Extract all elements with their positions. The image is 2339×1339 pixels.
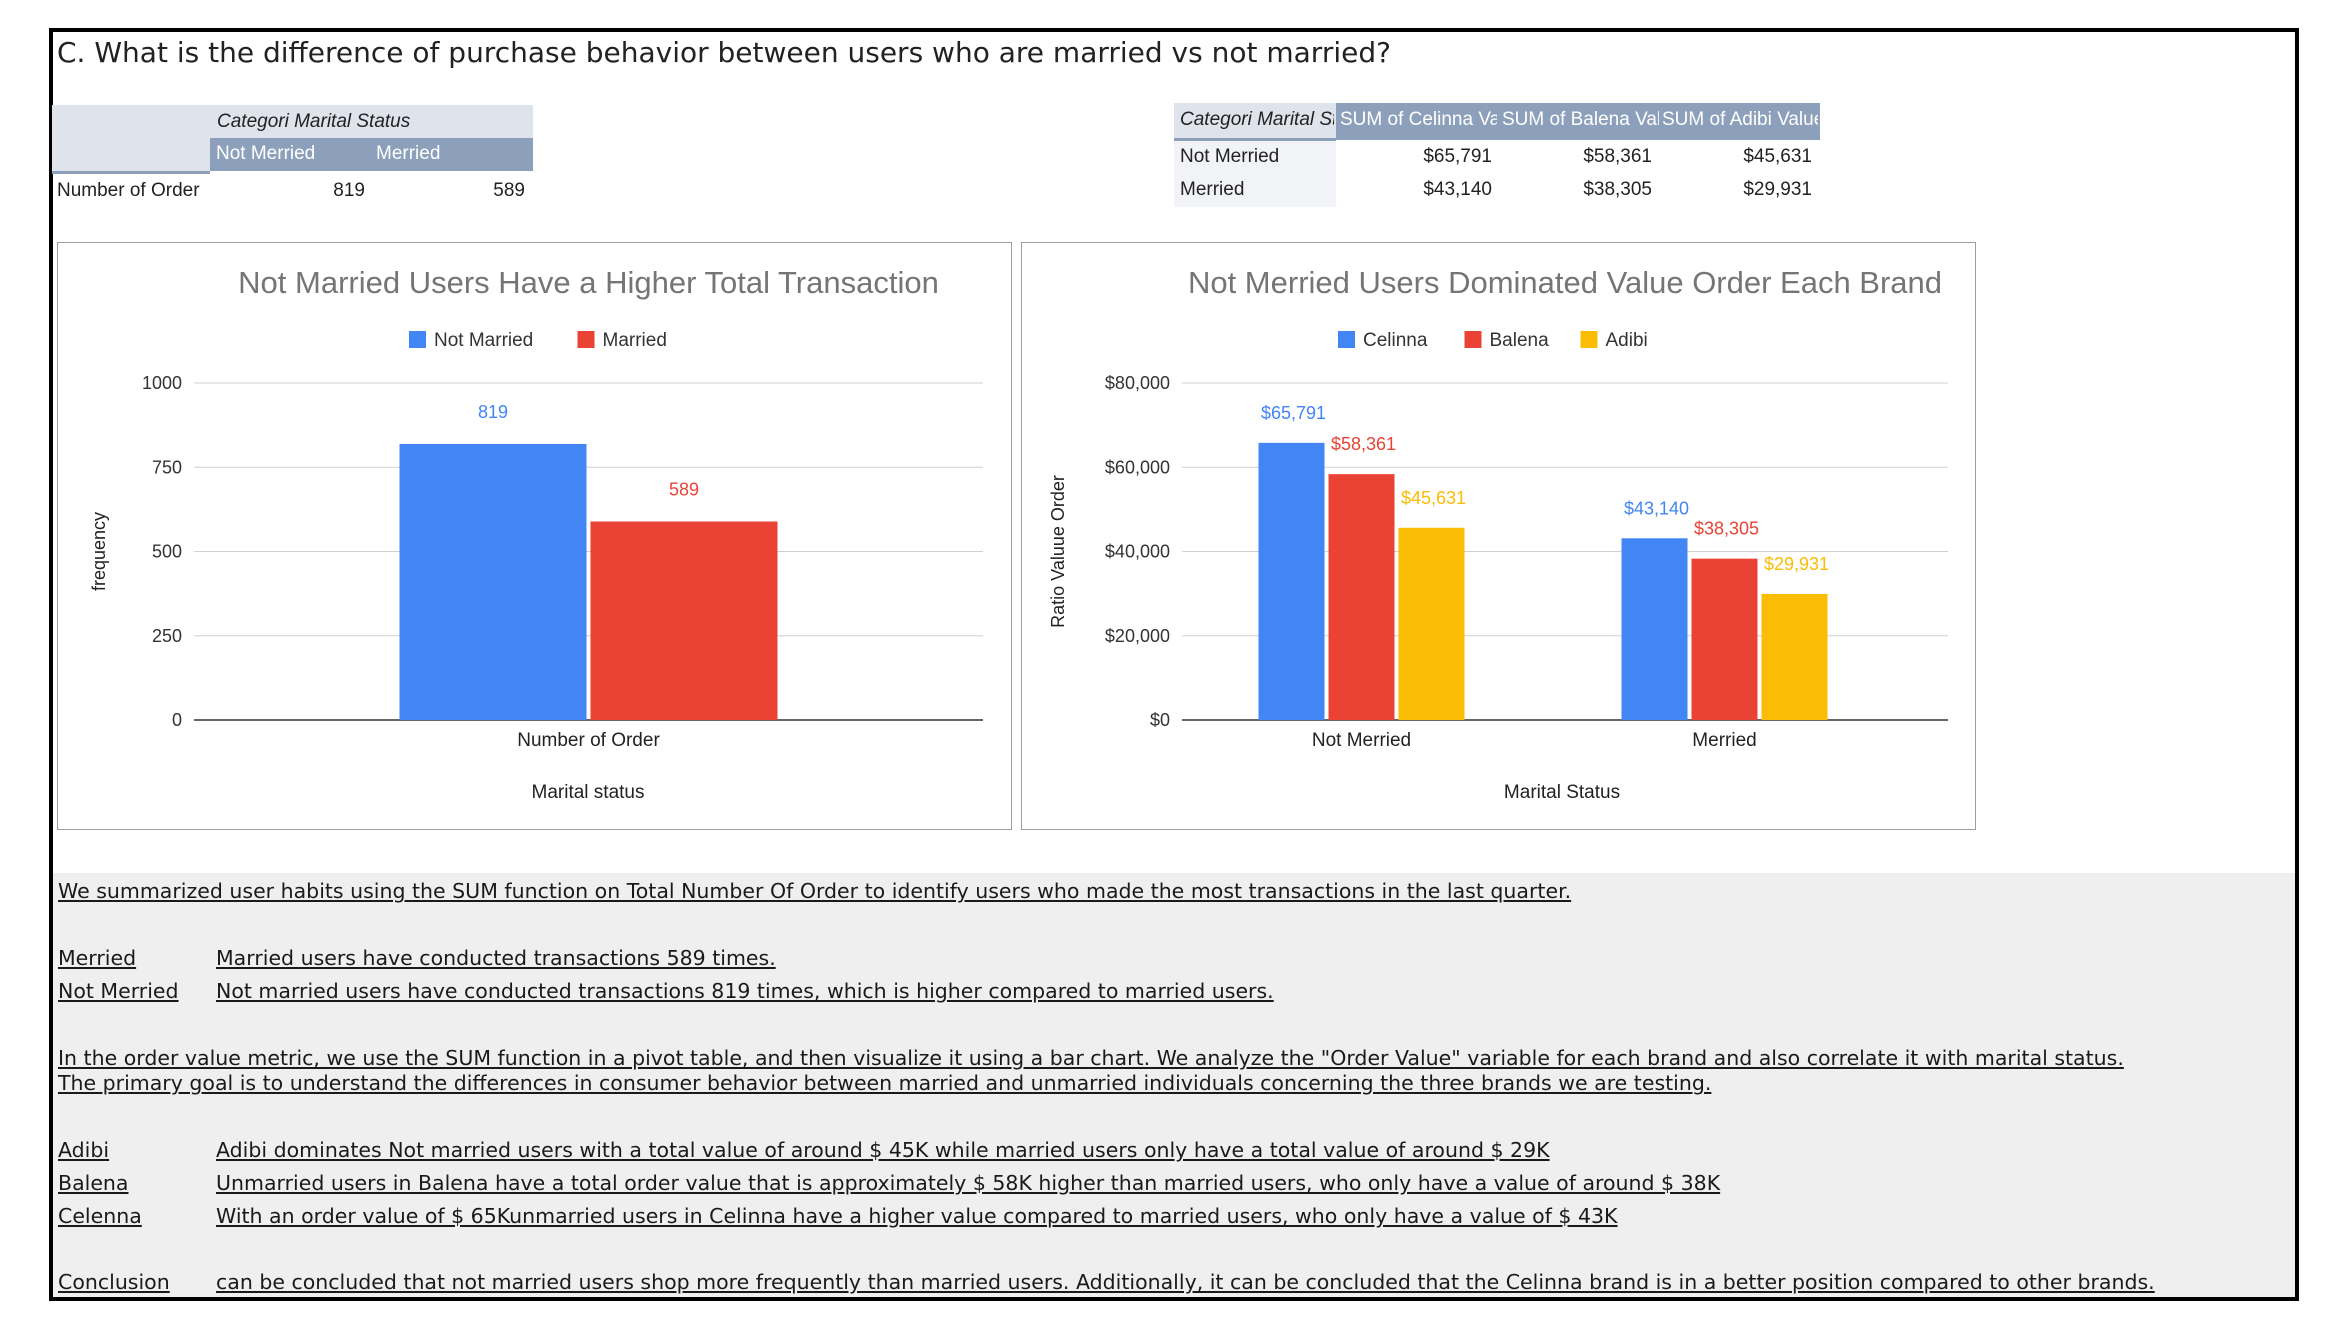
y-axis-title: frequency — [89, 512, 109, 591]
bar — [590, 521, 778, 720]
x-axis-title: Marital Status — [1504, 782, 1620, 803]
pivot-column-header[interactable]: Merried — [376, 143, 441, 164]
x-tick-label: Not Merried — [1312, 730, 1411, 751]
order-label: Not Merried — [58, 979, 179, 1003]
pivot-corner-cell — [52, 138, 210, 171]
pivot-caption: Categori Marital Status — [217, 111, 411, 132]
chart-orders-panel[interactable]: Not Married Users Have a Higher Total Tr… — [57, 242, 1012, 830]
pivot-row-header-bg — [1174, 174, 1336, 207]
brand-label: Balena — [58, 1171, 129, 1195]
data-label: $29,931 — [1764, 554, 1829, 574]
legend-swatch — [1580, 331, 1598, 348]
bar — [1691, 558, 1758, 720]
analysis-section: We summarized user habits using the SUM … — [53, 873, 2295, 1297]
pivot-cell[interactable]: $43,140 — [1423, 179, 1492, 200]
pivot-cell[interactable]: $65,791 — [1423, 146, 1492, 167]
legend-label: Adibi — [1606, 330, 1648, 351]
pivot-row-label[interactable]: Not Merried — [1180, 146, 1280, 167]
conclusion-text: can be concluded that not married users … — [216, 1270, 2155, 1294]
pivot-cell[interactable]: $58,361 — [1583, 146, 1652, 167]
data-label: 819 — [478, 402, 508, 422]
y-tick-label: $40,000 — [1105, 542, 1170, 562]
y-tick-label: 1000 — [142, 373, 182, 393]
metric-text: The primary goal is to understand the di… — [58, 1071, 1712, 1095]
bar — [1258, 442, 1325, 720]
legend-swatch — [1338, 331, 1355, 348]
legend-swatch — [577, 331, 595, 348]
x-tick-label: Number of Order — [517, 730, 660, 751]
brand-label: Celenna — [58, 1204, 142, 1228]
legend-label: Celinna — [1363, 330, 1428, 351]
metric-text: In the order value metric, we use the SU… — [58, 1046, 2124, 1070]
pivot-cell[interactable]: $45,631 — [1743, 146, 1812, 167]
page-title: C. What is the difference of purchase be… — [57, 36, 1391, 69]
x-tick-label: Merried — [1692, 730, 1756, 751]
legend-label: Balena — [1490, 330, 1550, 351]
legend-label: Not Married — [434, 330, 533, 351]
chart-title: Not Married Users Have a Higher Total Tr… — [238, 265, 939, 300]
x-axis-title: Marital status — [532, 782, 645, 803]
legend-label: Married — [603, 330, 667, 351]
pivot-corner-cell — [1174, 103, 1336, 140]
pivot-row-label[interactable]: Merried — [1180, 179, 1245, 200]
pivot-cell[interactable]: 819 — [333, 180, 365, 201]
order-text: Married users have conducted transaction… — [216, 946, 776, 970]
data-label: $43,140 — [1624, 498, 1689, 518]
pivot-column-header[interactable]: SUM of Celinna Value — [1340, 109, 1497, 130]
y-tick-label: 500 — [152, 542, 182, 562]
y-tick-label: 750 — [152, 457, 182, 477]
y-tick-label: $20,000 — [1105, 626, 1170, 646]
data-label: 589 — [669, 480, 699, 500]
bar — [1398, 527, 1465, 720]
y-tick-label: $60,000 — [1105, 457, 1170, 477]
brand-text: Adibi dominates Not married users with a… — [216, 1138, 1550, 1162]
intro-text: We summarized user habits using the SUM … — [58, 879, 1572, 903]
bar — [1328, 474, 1395, 720]
pivot-column-header[interactable]: SUM of Adibi Value — [1662, 109, 1818, 130]
chart-brand-value-panel[interactable]: Not Merried Users Dominated Value Order … — [1021, 242, 1976, 830]
bar — [1621, 538, 1688, 720]
data-label: $58,361 — [1331, 434, 1396, 454]
data-label: $45,631 — [1401, 488, 1466, 508]
order-label: Merried — [58, 946, 137, 970]
chart-brand-value: Not Merried Users Dominated Value Order … — [1048, 265, 1948, 803]
data-label: $65,791 — [1261, 403, 1326, 423]
pivot-column-header[interactable]: SUM of Balena Value — [1502, 109, 1659, 130]
pivot-corner-underline — [1174, 138, 1336, 141]
y-tick-label: 0 — [172, 710, 182, 730]
brand-label: Adibi — [58, 1138, 110, 1162]
pivot-column-header[interactable]: Categori Marital Status — [1180, 109, 1334, 130]
pivot-column-header[interactable]: Not Merried — [216, 143, 316, 164]
pivot-corner-underline — [52, 171, 210, 174]
pivot-header-band — [52, 105, 533, 138]
y-tick-label: $0 — [1150, 710, 1170, 730]
brand-text: With an order value of $ 65Kunmarried us… — [216, 1204, 1618, 1228]
pivot-row-label[interactable]: Number of Order — [57, 180, 200, 201]
bar — [399, 443, 587, 720]
data-label: $38,305 — [1694, 519, 1759, 539]
bar — [1761, 593, 1828, 720]
order-text: Not married users have conducted transac… — [216, 979, 1274, 1003]
pivot-column-band — [210, 138, 533, 171]
pivot-row-header-bg — [1174, 141, 1336, 174]
pivot-cell[interactable]: $29,931 — [1743, 179, 1812, 200]
chart-title: Not Merried Users Dominated Value Order … — [1188, 265, 1942, 300]
legend-swatch — [409, 331, 426, 348]
y-axis-title: Ratio Valuue Order — [1048, 475, 1068, 628]
pivot-cell[interactable]: 589 — [493, 180, 525, 201]
pivot-cell[interactable]: $38,305 — [1583, 179, 1652, 200]
legend-swatch — [1464, 331, 1482, 348]
chart-orders: Not Married Users Have a Higher Total Tr… — [89, 265, 983, 803]
y-tick-label: 250 — [152, 626, 182, 646]
pivot-column-band — [1336, 103, 1820, 140]
brand-text: Unmarried users in Balena have a total o… — [216, 1171, 1721, 1195]
y-tick-label: $80,000 — [1105, 373, 1170, 393]
conclusion-label: Conclusion — [58, 1270, 170, 1294]
